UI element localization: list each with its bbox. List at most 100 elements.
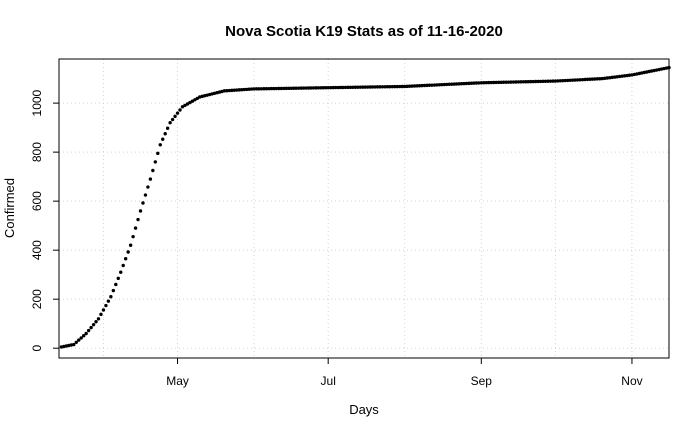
- data-point: [479, 81, 484, 85]
- data-point: [541, 79, 545, 84]
- data-point: [578, 78, 582, 82]
- y-axis-label: Confirmed: [2, 178, 17, 238]
- data-point: [580, 77, 585, 82]
- data-point: [558, 79, 563, 83]
- y-tick-label: 600: [30, 191, 44, 211]
- data-point: [551, 79, 555, 83]
- data-point: [165, 126, 170, 130]
- data-point: [536, 79, 540, 84]
- data-point: [573, 78, 577, 82]
- data-point: [533, 79, 538, 84]
- data-point: [328, 85, 333, 90]
- data-point: [240, 88, 244, 92]
- x-axis-label: Days: [349, 402, 379, 417]
- data-point: [272, 86, 276, 91]
- data-point: [620, 74, 624, 78]
- data-point: [509, 80, 513, 84]
- data-point: [605, 76, 609, 80]
- data-point: [585, 77, 590, 82]
- data-point: [420, 83, 424, 88]
- data-point: [447, 82, 451, 87]
- data-point: [175, 111, 180, 115]
- data-point: [546, 79, 550, 83]
- data-point: [146, 185, 150, 189]
- data-point: [291, 86, 296, 90]
- data-point: [608, 75, 612, 80]
- data-point: [361, 85, 365, 89]
- data-point: [398, 84, 402, 89]
- data-point: [395, 84, 400, 89]
- data-point: [494, 80, 498, 85]
- data-point: [519, 80, 523, 84]
- data-point: [435, 83, 439, 87]
- data-point: [111, 288, 116, 293]
- data-point: [279, 86, 283, 91]
- data-point: [296, 86, 301, 90]
- data-point: [407, 84, 412, 88]
- data-point: [259, 87, 264, 91]
- data-point: [548, 79, 553, 83]
- data-point: [622, 74, 627, 78]
- data-point: [393, 84, 397, 89]
- data-point: [425, 83, 429, 88]
- data-point: [79, 336, 83, 340]
- data-point: [227, 88, 232, 93]
- plot-frame: [58, 58, 670, 359]
- data-point: [99, 312, 103, 317]
- data-point: [514, 80, 518, 84]
- data-point: [442, 82, 446, 87]
- data-point: [588, 77, 592, 81]
- data-point: [388, 84, 392, 89]
- data-point: [264, 87, 269, 91]
- data-point: [336, 85, 340, 90]
- data-point: [333, 85, 338, 90]
- data-point: [249, 87, 254, 91]
- data-point: [457, 82, 461, 86]
- data-point: [400, 84, 404, 89]
- data-point: [289, 86, 293, 90]
- data-point: [487, 80, 491, 85]
- data-point: [598, 77, 602, 81]
- data-point: [417, 84, 422, 88]
- y-tick-label: 1000: [30, 89, 44, 116]
- data-point: [109, 295, 113, 299]
- data-point: [600, 76, 605, 81]
- data-point: [282, 86, 286, 91]
- data-point: [244, 87, 249, 92]
- data-point: [593, 77, 597, 81]
- data-point: [331, 85, 335, 90]
- data-point: [136, 217, 140, 222]
- data-point: [153, 160, 158, 164]
- data-point: [163, 132, 167, 136]
- data-point: [86, 328, 91, 333]
- data-point: [595, 77, 600, 81]
- data-point: [590, 77, 595, 81]
- data-point: [77, 338, 81, 342]
- data-point: [452, 82, 456, 86]
- data-point: [568, 78, 572, 82]
- data-point: [104, 303, 108, 308]
- data-point: [430, 83, 434, 87]
- data-point: [101, 308, 106, 312]
- data-point: [353, 85, 358, 89]
- data-point: [445, 82, 449, 87]
- y-tick-label: 400: [30, 240, 44, 260]
- data-point: [306, 86, 311, 90]
- data-point: [262, 87, 266, 91]
- data-point: [138, 209, 143, 213]
- data-point: [148, 177, 153, 181]
- data-point: [612, 75, 617, 79]
- data-point: [412, 84, 417, 88]
- data-point: [131, 234, 135, 239]
- data-point: [521, 80, 525, 84]
- chart-title: Nova Scotia K19 Stats as of 11-16-2020: [225, 23, 503, 40]
- data-point: [133, 226, 138, 230]
- data-point: [96, 317, 101, 321]
- data-point: [610, 75, 614, 80]
- data-point: [491, 80, 496, 85]
- data-point: [403, 84, 407, 89]
- data-point: [257, 87, 261, 91]
- data-point: [615, 75, 619, 79]
- data-point: [277, 86, 281, 91]
- data-point: [299, 86, 303, 90]
